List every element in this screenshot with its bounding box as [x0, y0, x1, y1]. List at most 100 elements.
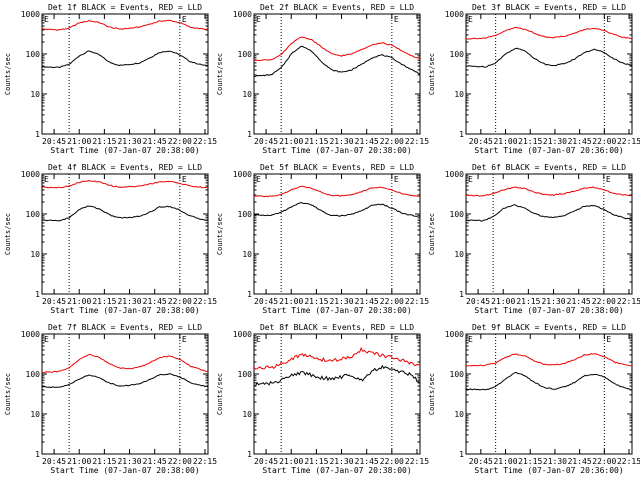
y-tick-label: 100	[26, 50, 41, 59]
x-tick-label: 21:30	[543, 137, 567, 146]
x-axis-title: Start Time (07-Jan-07 20:36:00)	[474, 466, 623, 475]
flag-label: E	[44, 15, 49, 24]
flag-label: E	[44, 335, 49, 344]
x-tick-label: 21:15	[304, 297, 328, 306]
y-tick-label: 100	[450, 50, 465, 59]
y-tick-label: 10	[30, 90, 40, 99]
x-tick-label: 22:00	[380, 457, 404, 466]
x-tick-label: 21:30	[117, 137, 141, 146]
x-tick-label: 21:30	[117, 457, 141, 466]
series-line-events	[41, 50, 209, 69]
y-tick-label: 1000	[445, 170, 464, 179]
y-axis-title: Counts/sec	[216, 373, 224, 415]
x-tick-label: 21:30	[541, 297, 565, 306]
y-tick-label: 1	[459, 290, 464, 299]
x-tick-label: 20:45	[42, 457, 66, 466]
x-tick-label: 20:45	[466, 297, 490, 306]
y-tick-label: 10	[30, 410, 40, 419]
panel-title: Det 4f BLACK = Events, RED = LLD	[48, 163, 202, 172]
x-tick-label: 21:45	[355, 457, 379, 466]
panel-3: Det 3f BLACK = Events, RED = LLD E E 1 10 100…	[428, 3, 640, 155]
flag-label: E	[256, 175, 261, 184]
plot-frame	[253, 333, 421, 455]
y-tick-label: 1000	[21, 170, 40, 179]
panel-7: Det 7f BLACK = Events, RED = LLD E E 1 10 100…	[4, 323, 217, 475]
flag-label: E	[606, 15, 611, 24]
y-tick-label: 10	[454, 410, 464, 419]
x-tick-label: 21:30	[329, 457, 353, 466]
y-tick-label: 1	[35, 130, 40, 139]
y-axis-title: Counts/sec	[428, 53, 436, 95]
x-tick-label: 22:15	[193, 297, 217, 306]
x-axis-title: Start Time (07-Jan-07 20:38:00)	[474, 306, 623, 315]
x-tick-label: 21:15	[92, 457, 116, 466]
x-tick-label: 21:15	[304, 137, 328, 146]
x-tick-label: 22:00	[592, 457, 616, 466]
y-tick-label: 1000	[233, 330, 252, 339]
plot-frame	[41, 13, 209, 135]
y-tick-label: 100	[238, 370, 253, 379]
y-tick-label: 1000	[445, 10, 464, 19]
series-line-lld	[41, 179, 208, 189]
series-line-events	[253, 364, 421, 387]
panel-6: Det 6f BLACK = Events, RED = LLD E E 1 10 100…	[428, 163, 640, 315]
panel-2: Det 2f BLACK = Events, RED = LLD E E 1 10 100…	[216, 3, 429, 155]
x-tick-label: 21:00	[67, 457, 91, 466]
y-tick-label: 1000	[21, 10, 40, 19]
x-tick-label: 21:15	[518, 457, 542, 466]
x-tick-label: 21:45	[568, 137, 592, 146]
x-tick-label: 21:45	[143, 457, 167, 466]
x-tick-label: 22:00	[168, 137, 192, 146]
plot-frame	[253, 13, 421, 135]
x-tick-label: 21:00	[279, 297, 303, 306]
x-tick-label: 21:00	[67, 137, 91, 146]
y-tick-label: 10	[242, 410, 252, 419]
panel-title: Det 1f BLACK = Events, RED = LLD	[48, 3, 202, 12]
flag-label: E	[468, 335, 473, 344]
x-tick-label: 20:45	[42, 137, 66, 146]
panel-title: Det 2f BLACK = Events, RED = LLD	[260, 3, 414, 12]
y-tick-label: 10	[454, 250, 464, 259]
x-tick-label: 21:00	[491, 297, 515, 306]
y-axis-title: Counts/sec	[4, 53, 12, 95]
series-line-lld	[465, 26, 633, 40]
y-tick-label: 10	[30, 250, 40, 259]
y-axis-title: Counts/sec	[216, 213, 224, 255]
y-tick-label: 1	[35, 450, 40, 459]
x-tick-label: 22:15	[617, 297, 640, 306]
y-axis-title: Counts/sec	[428, 213, 436, 255]
x-tick-label: 21:00	[493, 457, 517, 466]
flag-label: E	[182, 335, 187, 344]
y-axis-title: Counts/sec	[216, 53, 224, 95]
x-tick-label: 22:15	[405, 457, 429, 466]
x-tick-label: 20:45	[42, 297, 66, 306]
x-tick-label: 21:00	[67, 297, 91, 306]
y-tick-label: 100	[450, 370, 465, 379]
x-axis-title: Start Time (07-Jan-07 20:38:00)	[50, 146, 199, 155]
x-tick-label: 22:00	[168, 297, 192, 306]
flag-label: E	[394, 175, 399, 184]
x-axis-title: Start Time (07-Jan-07 20:38:00)	[262, 146, 411, 155]
y-tick-label: 1	[459, 130, 464, 139]
series-line-lld	[253, 346, 421, 370]
x-tick-label: 21:45	[355, 137, 379, 146]
y-tick-label: 10	[242, 250, 252, 259]
y-tick-label: 1000	[233, 10, 252, 19]
panel-title: Det 9f BLACK = Events, RED = LLD	[472, 323, 626, 332]
x-tick-label: 21:15	[92, 137, 116, 146]
series-line-lld	[253, 36, 421, 62]
panel-5: Det 5f BLACK = Events, RED = LLD E E 1 10 100…	[216, 163, 429, 315]
x-tick-label: 22:00	[168, 457, 192, 466]
plot-frame	[465, 173, 633, 295]
panel-title: Det 7f BLACK = Events, RED = LLD	[48, 323, 202, 332]
series-line-lld	[465, 353, 633, 367]
series-line-events	[41, 205, 209, 222]
panel-title: Det 8f BLACK = Events, RED = LLD	[260, 323, 414, 332]
plot-frame	[41, 333, 209, 455]
x-tick-label: 22:00	[592, 137, 616, 146]
series-line-events	[465, 371, 633, 391]
panel-9: Det 9f BLACK = Events, RED = LLD E E 1 10 100…	[428, 323, 640, 475]
flag-label: E	[394, 335, 399, 344]
